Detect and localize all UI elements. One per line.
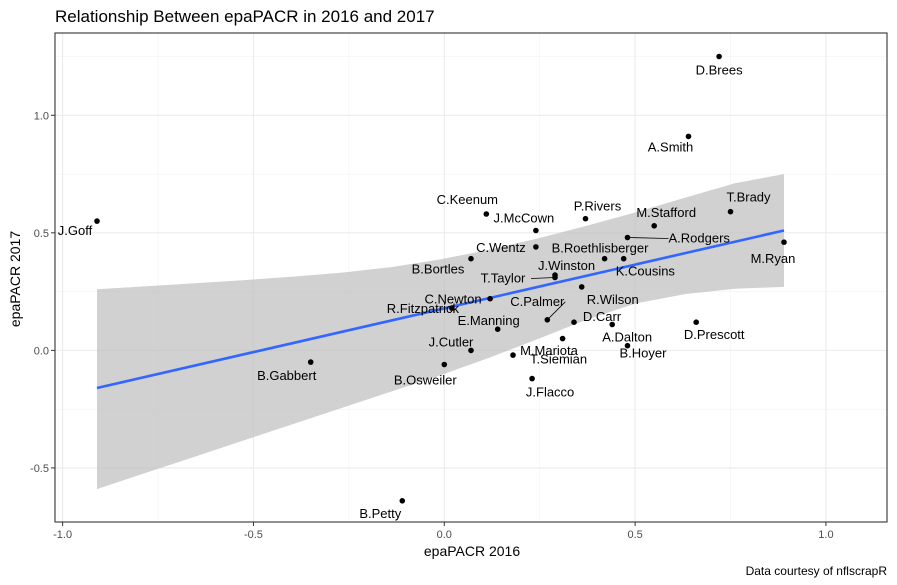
x-tick-label: -0.5 [244, 529, 263, 541]
data-point [468, 347, 474, 354]
chart-caption: Data courtesy of nflscrapR [746, 564, 888, 578]
point-label: B.Petty [359, 506, 401, 521]
point-label: P.Rivers [574, 199, 622, 214]
data-point [582, 215, 589, 222]
point-label: B.Hoyer [620, 346, 668, 361]
point-label: J.Goff [58, 223, 93, 238]
point-label: J.Winston [538, 258, 595, 273]
data-point [94, 218, 100, 224]
point-label: J.Cutler [429, 334, 474, 349]
data-point [685, 133, 692, 140]
point-label: A.Rodgers [669, 231, 731, 246]
point-label: M.Stafford [636, 205, 696, 220]
regression-line [96, 229, 785, 390]
point-label: C.Palmer [510, 294, 565, 309]
x-axis-title: epaPACR 2016 [424, 543, 520, 559]
label-leader-line [530, 277, 556, 279]
point-label: B.Bortles [412, 262, 465, 277]
data-point [571, 319, 577, 326]
data-point [716, 53, 722, 60]
point-label: C.Newton [425, 292, 482, 307]
data-point [693, 319, 699, 326]
point-label: R.Fitzpatrick [387, 301, 460, 316]
point-label: B.Osweiler [394, 373, 458, 388]
data-point [781, 239, 787, 245]
y-axis-title: epaPACR 2017 [7, 231, 23, 327]
point-label: T.Brady [726, 190, 771, 205]
data-point [651, 223, 657, 229]
panel-border-rect [54, 32, 888, 523]
point-labels: D.Brees A.Smith J.Goff T.Brady C.Keenum P.Riv… [58, 63, 796, 521]
x-axis-ticks: -1.0 -0.5 0.0 0.5 1.0 [53, 522, 834, 541]
data-point [601, 255, 608, 262]
point-label: J.McCown [494, 211, 555, 226]
label-leader-line [627, 237, 669, 239]
point-label: J.Flacco [526, 385, 574, 400]
x-tick-label: 1.0 [818, 529, 833, 541]
data-points [94, 53, 787, 504]
point-label: B.Gabbert [257, 368, 317, 383]
y-tick-label: 1.0 [34, 110, 49, 122]
point-label: C.Wentz [476, 240, 526, 255]
panel-border [54, 32, 888, 523]
x-tick-label: -1.0 [53, 529, 72, 541]
x-tick-label: 0.0 [437, 529, 452, 541]
y-tick-label: 0.5 [34, 228, 49, 240]
point-label: K.Cousins [616, 264, 676, 279]
data-point [620, 255, 627, 262]
data-point [727, 208, 734, 215]
data-point [399, 498, 406, 504]
point-label: D.Prescott [684, 327, 745, 342]
point-label: D.Brees [696, 63, 743, 78]
point-label: R.Wilson [587, 292, 639, 307]
data-point [307, 359, 314, 365]
data-point [487, 295, 493, 302]
data-point [449, 305, 455, 311]
point-label: B.Roethlisberger [552, 241, 649, 256]
confidence-band-area [97, 174, 784, 490]
data-point [533, 244, 539, 250]
data-point [559, 335, 566, 342]
chart-title: Relationship Between epaPACR in 2016 and… [55, 7, 435, 26]
regression-fit-line [96, 229, 785, 390]
data-point [468, 255, 474, 262]
y-tick-label: -0.5 [30, 463, 49, 475]
label-leader-line [547, 301, 566, 321]
y-tick-label: 0.0 [34, 345, 49, 357]
data-point [483, 211, 490, 217]
data-point [533, 227, 539, 234]
data-point [529, 375, 535, 382]
y-axis-ticks: -0.5 0.0 0.5 1.0 [30, 110, 55, 475]
x-tick-label: 0.5 [627, 529, 642, 541]
data-point [510, 352, 516, 358]
data-point [624, 342, 631, 349]
point-label: T.Siemian [530, 352, 587, 367]
point-label: M.Ryan [751, 251, 796, 266]
point-label: E.Manning [458, 313, 520, 328]
point-label: C.Keenum [437, 192, 498, 207]
data-point [441, 361, 448, 368]
point-label: D.Carr [583, 309, 622, 324]
point-label: A.Smith [648, 139, 694, 154]
data-point [578, 284, 585, 290]
point-label: M.Mariota [520, 343, 579, 358]
point-label: A.Dalton [602, 330, 652, 345]
confidence-band [97, 174, 784, 490]
point-label: T.Taylor [481, 271, 526, 286]
data-point [609, 321, 615, 328]
data-point [494, 326, 501, 333]
